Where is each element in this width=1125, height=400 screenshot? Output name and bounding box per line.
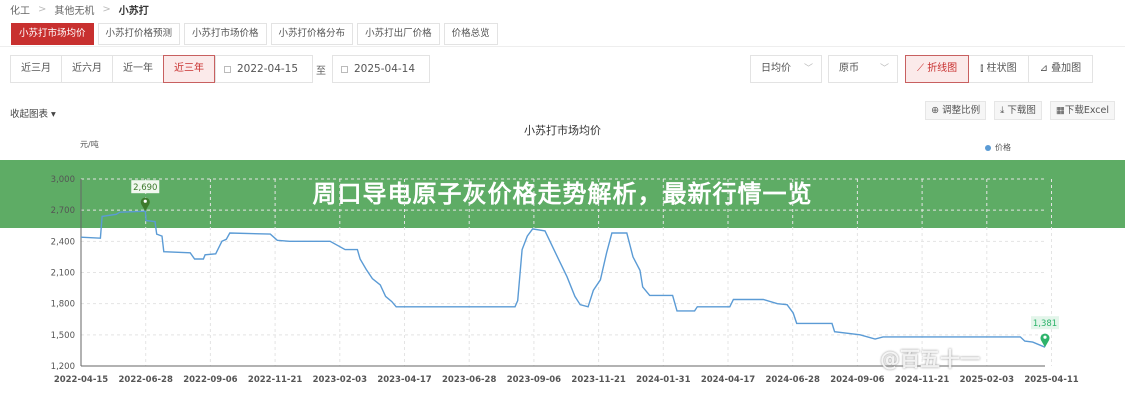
bar-chart-label: 柱状图 bbox=[986, 63, 1017, 74]
chevron-down-icon: ﹀ bbox=[879, 64, 889, 74]
adjust-scale-label: 调整比例 bbox=[942, 105, 981, 116]
x-tick-label: 2022-09-06 bbox=[183, 375, 237, 385]
chart-tools: ⊕ 调整比例 ⤓ 下载图 ▦下载Excel bbox=[925, 101, 1115, 120]
tab-distribution[interactable]: 小苏打价格分布 bbox=[270, 23, 354, 45]
tab-market-price[interactable]: 小苏打市场价格 bbox=[184, 23, 267, 45]
x-tick-label: 2023-11-21 bbox=[571, 375, 625, 385]
date-from-input[interactable]: 2022-04-15 bbox=[215, 55, 313, 83]
download-icon: ⤓ bbox=[1000, 105, 1008, 116]
currency-select[interactable]: 原币 ﹀ bbox=[828, 55, 898, 83]
breadcrumb-item[interactable]: 其他无机 bbox=[54, 5, 95, 17]
calendar-icon bbox=[341, 65, 348, 73]
headline-banner-background bbox=[0, 160, 1125, 228]
y-tick-label: 2,400 bbox=[51, 237, 75, 247]
tab-factory-price[interactable]: 小苏打出厂价格 bbox=[357, 23, 440, 45]
x-tick-label: 2024-11-21 bbox=[895, 375, 949, 385]
legend-dot bbox=[985, 144, 991, 151]
line-chart-button[interactable]: ⟋ 折线图 bbox=[905, 55, 970, 83]
caret-down-icon: ▾ bbox=[48, 109, 56, 120]
currency-value: 原币 bbox=[839, 63, 859, 74]
period-value: 日均价 bbox=[761, 63, 791, 74]
x-tick-label: 2022-06-28 bbox=[119, 375, 173, 385]
chevron-right-icon: > bbox=[102, 3, 111, 15]
legend[interactable]: 价格 bbox=[985, 142, 1011, 153]
range-group: 近三月 近六月 近一年 近三年 bbox=[10, 55, 215, 83]
x-tick-label: 2023-02-03 bbox=[313, 375, 367, 385]
min-marker-icon bbox=[1040, 333, 1050, 348]
date-from-value: 2022-04-15 bbox=[237, 63, 299, 75]
legend-label: 价格 bbox=[995, 143, 1011, 152]
date-to-input[interactable]: 2025-04-14 bbox=[332, 55, 430, 83]
x-tick-label: 2024-01-31 bbox=[636, 375, 690, 385]
chart-title: 小苏打市场均价 bbox=[524, 124, 601, 137]
period-select[interactable]: 日均价 ﹀ bbox=[750, 55, 822, 83]
max-label-bg bbox=[131, 180, 160, 194]
y-tick-label: 1,200 bbox=[51, 362, 75, 372]
area-chart-icon: ⊿ bbox=[1039, 63, 1052, 74]
x-tick-label: 2024-04-17 bbox=[701, 375, 755, 385]
range-3m-button[interactable]: 近三月 bbox=[10, 55, 62, 83]
max-marker-icon bbox=[140, 197, 150, 212]
collapse-label: 收起图表 bbox=[10, 109, 49, 120]
min-label-bg bbox=[1031, 316, 1059, 330]
chart-type-group: ⟋ 折线图 ⫾ 柱状图 ⊿ 叠加图 bbox=[905, 55, 1094, 83]
breadcrumb-current: 小苏打 bbox=[118, 5, 149, 17]
x-tick-label: 2023-04-17 bbox=[377, 375, 431, 385]
zoom-icon: ⊕ bbox=[931, 105, 943, 116]
max-value-label: 2,690 bbox=[133, 183, 157, 193]
chevron-right-icon: > bbox=[38, 3, 47, 15]
max-marker-dot bbox=[143, 199, 147, 203]
price-line bbox=[80, 210, 1046, 348]
x-tick-label: 2024-06-28 bbox=[766, 375, 820, 385]
y-axis-unit: 元/吨 bbox=[80, 140, 99, 149]
collapse-chart-toggle[interactable]: 收起图表 ▾ bbox=[10, 106, 56, 120]
x-tick-label: 2022-11-21 bbox=[248, 375, 302, 385]
table-icon: ▦ bbox=[1055, 105, 1065, 116]
breadcrumb-item[interactable]: 化工 bbox=[10, 5, 30, 17]
x-tick-label: 2023-09-06 bbox=[507, 375, 561, 385]
download-excel-label: 下载Excel bbox=[1064, 105, 1109, 116]
download-image-label: 下载图 bbox=[1007, 105, 1036, 116]
y-tick-label: 1,500 bbox=[51, 331, 75, 341]
y-tick-label: 2,100 bbox=[51, 269, 75, 279]
range-3y-button[interactable]: 近三年 bbox=[163, 55, 215, 83]
bar-chart-button[interactable]: ⫾ 柱状图 bbox=[968, 55, 1029, 83]
download-excel-button[interactable]: ▦下载Excel bbox=[1049, 101, 1115, 120]
tab-bar: 小苏打市场均价 小苏打价格预测 小苏打市场价格 小苏打价格分布 小苏打出厂价格 … bbox=[11, 23, 498, 45]
bar-chart-icon: ⫾ bbox=[980, 63, 987, 74]
y-tick-label: 2,700 bbox=[51, 206, 75, 216]
date-to-value: 2025-04-14 bbox=[354, 63, 416, 75]
weibo-watermark: @百五十一 bbox=[880, 347, 980, 371]
calendar-icon bbox=[224, 65, 231, 73]
area-chart-label: 叠加图 bbox=[1051, 63, 1082, 74]
line-chart-icon: ⟋ bbox=[917, 63, 928, 74]
tab-forecast[interactable]: 小苏打价格预测 bbox=[97, 23, 181, 45]
x-tick-label: 2024-09-06 bbox=[830, 375, 884, 385]
x-tick-label: 2023-06-28 bbox=[442, 375, 496, 385]
tab-market-avg[interactable]: 小苏打市场均价 bbox=[11, 23, 94, 45]
divider bbox=[0, 46, 1125, 47]
adjust-scale-button[interactable]: ⊕ 调整比例 bbox=[925, 101, 987, 120]
chevron-down-icon: ﹀ bbox=[803, 64, 813, 74]
x-tick-label: 2025-04-11 bbox=[1024, 375, 1078, 385]
download-image-button[interactable]: ⤓ 下载图 bbox=[994, 101, 1042, 120]
x-tick-label: 2022-04-15 bbox=[54, 375, 108, 385]
breadcrumb: 化工 > 其他无机 > 小苏打 bbox=[10, 2, 149, 17]
y-tick-label: 3,000 bbox=[51, 175, 75, 185]
y-tick-label: 1,800 bbox=[51, 300, 75, 310]
date-separator: 至 bbox=[316, 66, 326, 77]
area-chart-button[interactable]: ⊿ 叠加图 bbox=[1027, 55, 1094, 83]
x-tick-label: 2025-02-03 bbox=[960, 375, 1014, 385]
tab-overview[interactable]: 价格总览 bbox=[443, 23, 498, 45]
min-marker-dot bbox=[1043, 335, 1047, 339]
line-chart-label: 折线图 bbox=[927, 63, 958, 74]
min-value-label: 1,381 bbox=[1033, 319, 1057, 329]
